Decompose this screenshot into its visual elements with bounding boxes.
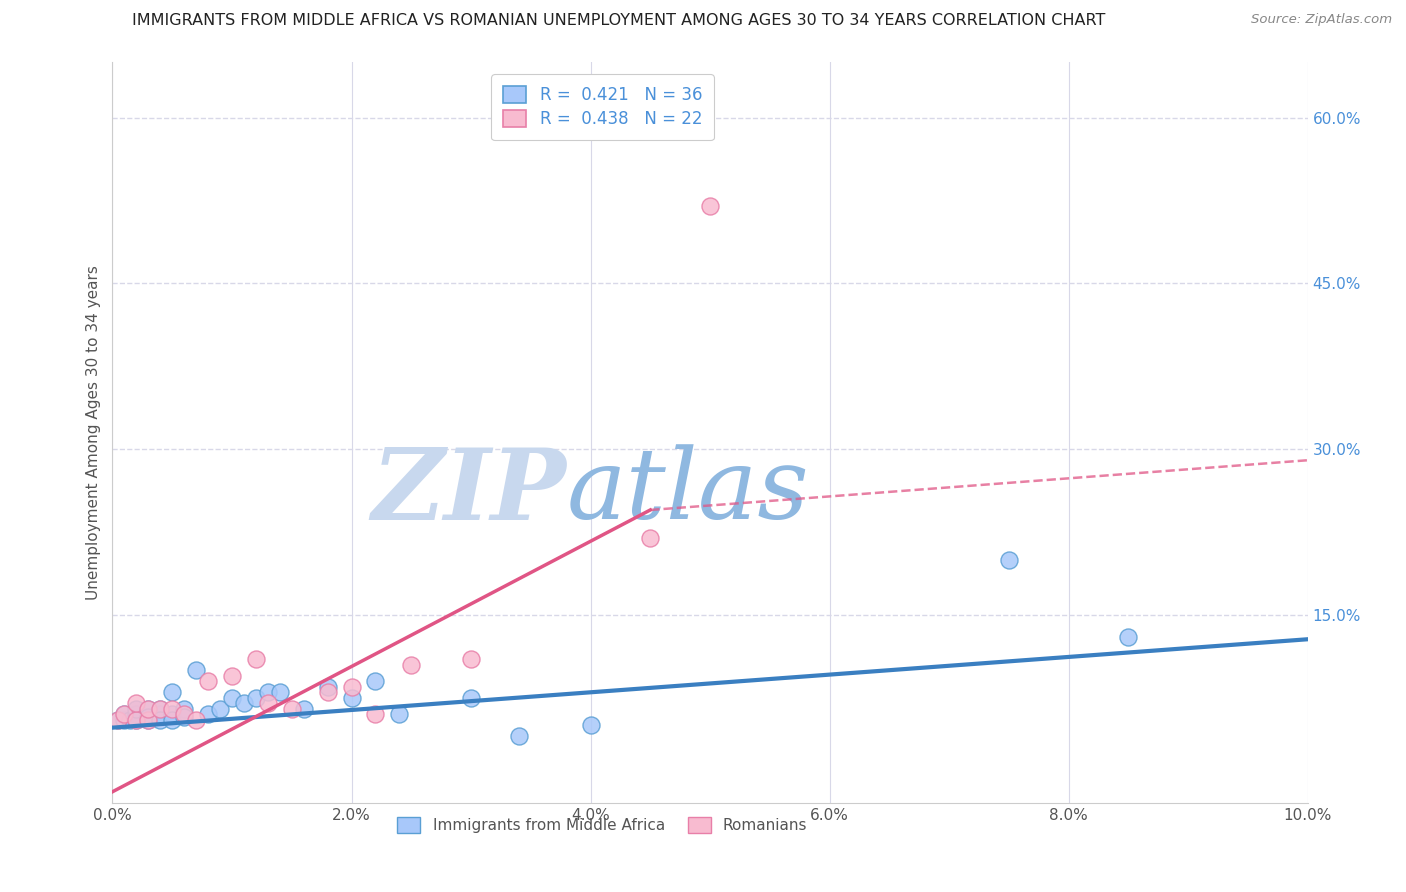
Point xyxy=(173,707,195,722)
Point xyxy=(460,652,482,666)
Point xyxy=(107,713,129,727)
Point xyxy=(316,680,339,694)
Point xyxy=(125,697,148,711)
Point xyxy=(173,702,195,716)
Point xyxy=(269,685,291,699)
Point xyxy=(257,685,280,699)
Point xyxy=(281,702,304,716)
Point xyxy=(699,199,721,213)
Point xyxy=(197,707,219,722)
Point xyxy=(1118,630,1140,644)
Point xyxy=(221,669,243,683)
Point xyxy=(114,707,135,722)
Point xyxy=(149,702,172,716)
Point xyxy=(998,552,1021,566)
Point xyxy=(107,713,129,727)
Point xyxy=(316,685,339,699)
Point xyxy=(138,702,160,716)
Point xyxy=(186,663,208,677)
Point xyxy=(364,707,387,722)
Point xyxy=(138,713,160,727)
Point xyxy=(173,709,195,723)
Point xyxy=(579,718,602,732)
Point xyxy=(138,713,160,727)
Point xyxy=(292,702,315,716)
Point xyxy=(149,713,172,727)
Point xyxy=(120,713,142,727)
Point xyxy=(162,685,183,699)
Point xyxy=(640,531,662,545)
Point xyxy=(257,697,280,711)
Point xyxy=(460,690,482,705)
Point xyxy=(340,690,363,705)
Text: IMMIGRANTS FROM MIDDLE AFRICA VS ROMANIAN UNEMPLOYMENT AMONG AGES 30 TO 34 YEARS: IMMIGRANTS FROM MIDDLE AFRICA VS ROMANIA… xyxy=(132,13,1105,29)
Point xyxy=(233,697,256,711)
Point xyxy=(138,702,160,716)
Point xyxy=(125,702,148,716)
Text: ZIP: ZIP xyxy=(371,443,567,540)
Point xyxy=(197,674,219,689)
Point xyxy=(245,690,267,705)
Text: Source: ZipAtlas.com: Source: ZipAtlas.com xyxy=(1251,13,1392,27)
Point xyxy=(125,707,148,722)
Point xyxy=(114,713,135,727)
Point xyxy=(209,702,232,716)
Point xyxy=(508,730,530,744)
Point xyxy=(125,713,148,727)
Point xyxy=(162,702,183,716)
Point xyxy=(114,707,135,722)
Point xyxy=(364,674,387,689)
Point xyxy=(149,702,172,716)
Point xyxy=(162,713,183,727)
Point xyxy=(125,713,148,727)
Point xyxy=(138,709,160,723)
Point xyxy=(401,657,423,672)
Point xyxy=(149,707,172,722)
Point xyxy=(221,690,243,705)
Legend: Immigrants from Middle Africa, Romanians: Immigrants from Middle Africa, Romanians xyxy=(391,812,814,839)
Point xyxy=(162,707,183,722)
Text: atlas: atlas xyxy=(567,444,810,540)
Point xyxy=(388,707,411,722)
Point xyxy=(340,680,363,694)
Point xyxy=(186,713,208,727)
Point xyxy=(245,652,267,666)
Y-axis label: Unemployment Among Ages 30 to 34 years: Unemployment Among Ages 30 to 34 years xyxy=(86,265,101,600)
